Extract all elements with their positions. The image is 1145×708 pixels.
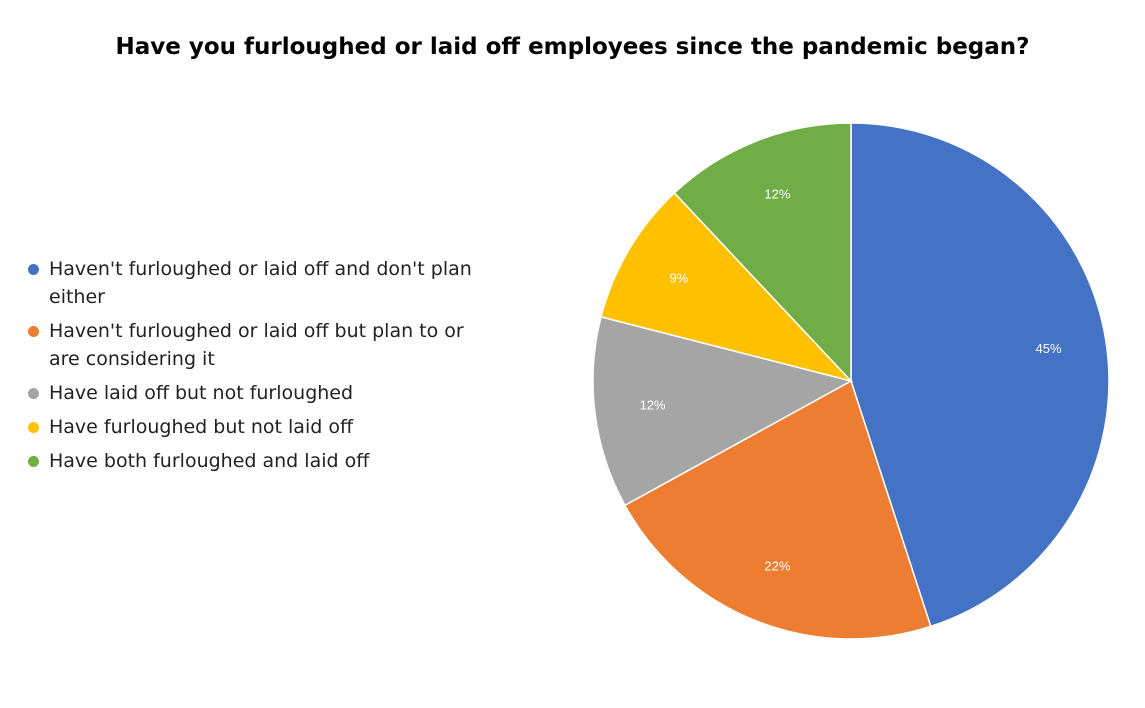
chart-title: Have you furloughed or laid off employee… <box>115 34 1030 60</box>
pie-slice-plan-to <box>623 379 932 640</box>
pie-slice-laid-off <box>592 315 854 507</box>
pie-slices <box>592 122 1110 640</box>
pie-slice-labels: 45% 22% 12% 9% 12% <box>640 186 1062 573</box>
pie-slice-no-action <box>850 122 1110 628</box>
legend-label: Haven't furloughed or laid off but plan … <box>49 320 464 370</box>
pie-slice-furloughed <box>600 191 854 383</box>
pie-slice-both <box>673 122 852 383</box>
legend-label: Have both furloughed and laid off <box>49 450 370 472</box>
legend-marker-yellow <box>28 422 39 433</box>
legend-marker-green <box>28 456 39 467</box>
legend-item-no-action: Haven't furloughed or laid off and don't… <box>28 255 498 311</box>
legend-item-furloughed: Have furloughed but not laid off <box>28 413 498 441</box>
legend-item-laid-off: Have laid off but not furloughed <box>28 379 498 407</box>
legend-marker-gray <box>28 388 39 399</box>
legend-item-plan-to: Haven't furloughed or laid off but plan … <box>28 317 498 373</box>
legend-marker-blue <box>28 264 39 275</box>
legend-label: Have furloughed but not laid off <box>49 416 354 438</box>
pie-data-label: 22% <box>764 558 790 573</box>
pie-chart: 45% 22% 12% 9% 12% <box>592 122 1110 640</box>
pie-data-label: 9% <box>669 271 688 286</box>
legend-label: Have laid off but not furloughed <box>49 382 354 404</box>
pie-data-label: 12% <box>640 398 666 413</box>
legend-label: Haven't furloughed or laid off and don't… <box>49 258 472 308</box>
legend-marker-orange <box>28 326 39 337</box>
pie-data-label: 45% <box>1036 341 1062 356</box>
legend-item-both: Have both furloughed and laid off <box>28 447 498 475</box>
chart-legend: Haven't furloughed or laid off and don't… <box>28 255 498 481</box>
pie-data-label: 12% <box>764 186 790 201</box>
